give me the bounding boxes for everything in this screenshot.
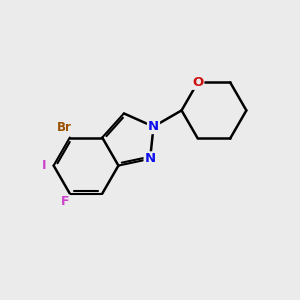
Text: N: N <box>148 120 159 133</box>
Text: I: I <box>42 159 46 172</box>
Text: Br: Br <box>57 121 72 134</box>
Text: F: F <box>61 196 69 208</box>
Text: O: O <box>192 76 203 89</box>
Text: N: N <box>145 152 156 165</box>
